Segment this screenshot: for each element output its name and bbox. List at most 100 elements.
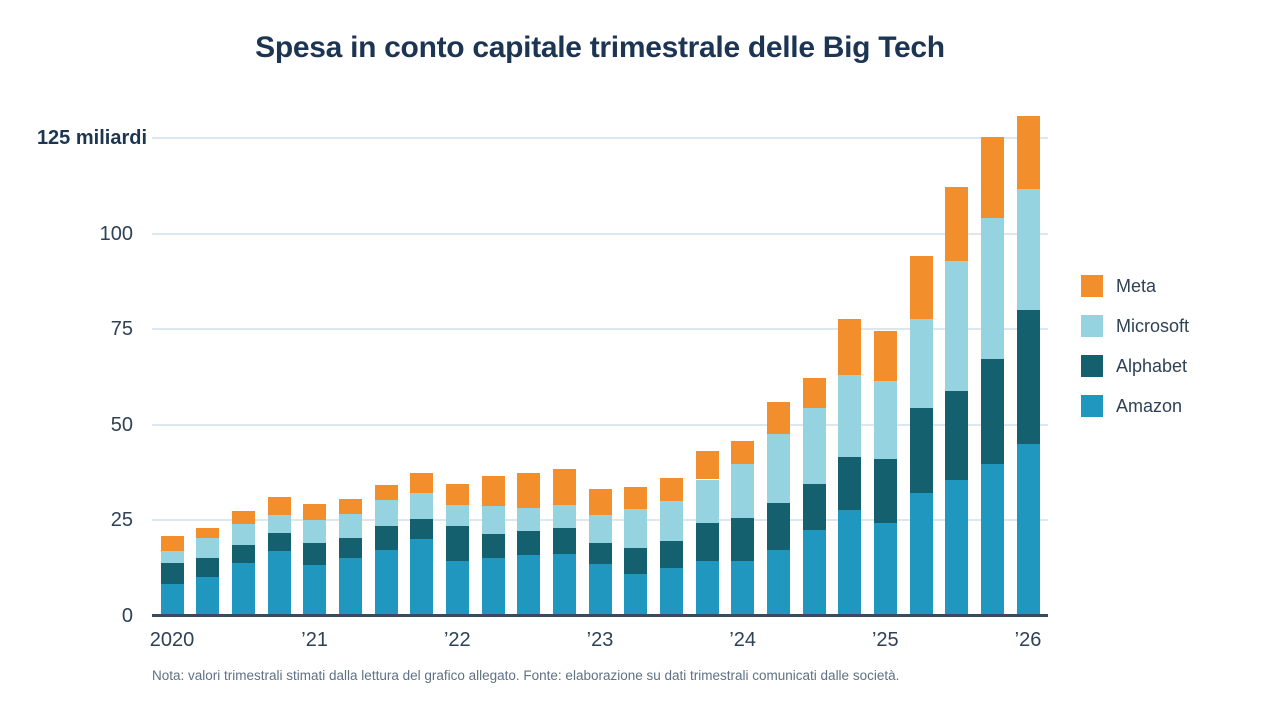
bar-segment-amazon-2020q1 <box>160 583 184 616</box>
bar-2025q1 <box>873 331 897 616</box>
bar-2021q4 <box>410 473 434 616</box>
bar-segment-alphabet-2025q4 <box>980 359 1004 465</box>
bar-segment-alphabet-2025q1 <box>873 458 897 524</box>
gridline-75 <box>152 328 1048 331</box>
bar-2023q2 <box>624 487 648 616</box>
bar-segment-meta-2021q2 <box>338 499 362 514</box>
bar-2022q4 <box>552 469 576 616</box>
y-tick-label-0: 0 <box>121 605 133 627</box>
bar-segment-alphabet-2023q1 <box>588 542 612 564</box>
bar-segment-microsoft-2023q3 <box>659 500 683 542</box>
bar-segment-amazon-2025q3 <box>945 479 969 616</box>
bar-segment-alphabet-2021q3 <box>374 525 398 551</box>
x-axis-line <box>152 614 1048 617</box>
chart-title: Spesa in conto capitale trimestrale dell… <box>255 31 945 64</box>
bar-segment-meta-2021q1 <box>303 504 327 521</box>
bar-segment-meta-2025q3 <box>945 187 969 262</box>
bar-segment-meta-2020q4 <box>267 496 291 516</box>
bar-2022q3 <box>517 472 541 616</box>
legend: Meta Microsoft Alphabet Amazon <box>1081 275 1189 435</box>
legend-swatch-alphabet <box>1081 355 1103 377</box>
bar-segment-amazon-2021q3 <box>374 550 398 616</box>
bar-2022q1 <box>445 484 469 616</box>
bar-segment-alphabet-2020q2 <box>196 557 220 577</box>
bar-segment-meta-2023q4 <box>695 451 719 480</box>
bar-segment-microsoft-2022q2 <box>481 505 505 535</box>
bar-segment-microsoft-2026q1 <box>1016 189 1040 311</box>
bar-segment-alphabet-2023q4 <box>695 523 719 561</box>
bar-segment-microsoft-2022q3 <box>517 507 541 531</box>
bar-segment-meta-2023q2 <box>624 487 648 509</box>
y-tick-label-75: 75 <box>110 318 133 341</box>
bar-segment-meta-2024q3 <box>802 377 826 409</box>
bar-segment-amazon-2022q1 <box>445 561 469 616</box>
y-tick-label-125: 125 miliardi <box>36 127 147 149</box>
bar-segment-microsoft-2020q3 <box>231 524 255 545</box>
bar-segment-alphabet-2024q4 <box>838 456 862 511</box>
bar-2021q2 <box>338 499 362 616</box>
x-tick-label-23: ’23 <box>586 629 614 651</box>
bar-segment-alphabet-2023q3 <box>659 541 683 569</box>
gridline-100 <box>152 232 1048 235</box>
bar-segment-meta-2022q4 <box>552 469 576 506</box>
bar-2022q2 <box>481 476 505 616</box>
bar-2020q3 <box>231 510 255 616</box>
bar-segment-alphabet-2022q1 <box>445 525 469 562</box>
x-tick-label-21: ’21 <box>301 629 328 651</box>
bar-segment-meta-2025q4 <box>980 136 1004 219</box>
bar-segment-alphabet-2021q1 <box>303 543 327 566</box>
bar-segment-meta-2025q1 <box>873 331 897 381</box>
bar-2023q1 <box>588 489 612 616</box>
bar-segment-amazon-2024q1 <box>731 560 755 616</box>
bar-segment-microsoft-2020q4 <box>267 515 291 533</box>
bar-segment-meta-2020q1 <box>160 536 184 551</box>
bar-segment-alphabet-2025q3 <box>945 391 969 480</box>
bar-segment-microsoft-2025q3 <box>945 261 969 392</box>
x-tick-label-24: ’24 <box>729 629 757 651</box>
bar-segment-meta-2025q2 <box>909 256 933 320</box>
bar-2024q4 <box>838 319 862 616</box>
legend-label-alphabet: Alphabet <box>1116 355 1188 376</box>
bar-segment-meta-2021q3 <box>374 484 398 501</box>
x-tick-label-2020: 2020 <box>149 629 195 651</box>
bar-segment-meta-2024q2 <box>766 401 790 435</box>
bar-segment-meta-2024q1 <box>731 441 755 464</box>
bar-segment-amazon-2023q3 <box>659 568 683 616</box>
bar-segment-amazon-2022q2 <box>481 557 505 616</box>
bar-2020q2 <box>196 527 220 616</box>
bar-segment-amazon-2025q1 <box>873 523 897 616</box>
bar-2021q1 <box>303 504 327 616</box>
bar-segment-meta-2022q3 <box>517 472 541 508</box>
bar-segment-microsoft-2023q4 <box>695 479 719 524</box>
bar-2024q1 <box>731 441 755 616</box>
bar-segment-microsoft-2024q4 <box>838 375 862 457</box>
gridline-50 <box>152 423 1048 426</box>
bar-segment-alphabet-2024q3 <box>802 484 826 530</box>
legend-swatch-meta <box>1081 275 1103 297</box>
bar-2025q4 <box>980 136 1004 616</box>
bar-segment-microsoft-2021q2 <box>338 513 362 538</box>
bar-segment-meta-2024q4 <box>838 319 862 376</box>
bar-segment-amazon-2022q3 <box>517 554 541 616</box>
bar-segment-amazon-2025q2 <box>909 492 933 616</box>
bar-segment-amazon-2023q1 <box>588 563 612 616</box>
bar-segment-amazon-2021q4 <box>410 538 434 616</box>
bar-2020q1 <box>160 536 184 616</box>
bar-segment-microsoft-2023q2 <box>624 508 648 549</box>
legend-swatch-amazon <box>1081 395 1103 417</box>
legend-item-alphabet: Alphabet <box>1081 355 1189 377</box>
bar-segment-microsoft-2024q3 <box>802 408 826 485</box>
bar-segment-microsoft-2025q2 <box>909 319 933 409</box>
legend-item-amazon: Amazon <box>1081 395 1189 417</box>
bar-segment-amazon-2020q4 <box>267 551 291 616</box>
legend-label-microsoft: Microsoft <box>1116 315 1190 336</box>
bar-segment-microsoft-2022q1 <box>445 504 469 526</box>
y-tick-label-50: 50 <box>110 413 133 436</box>
bar-segment-microsoft-2020q1 <box>160 550 184 564</box>
bar-2025q2 <box>909 256 933 616</box>
bar-segment-microsoft-2024q2 <box>766 434 790 503</box>
bar-segment-alphabet-2024q2 <box>766 502 790 550</box>
y-tick-label-25: 25 <box>110 509 133 532</box>
bar-segment-amazon-2026q1 <box>1016 444 1040 616</box>
bar-2023q3 <box>659 477 683 616</box>
